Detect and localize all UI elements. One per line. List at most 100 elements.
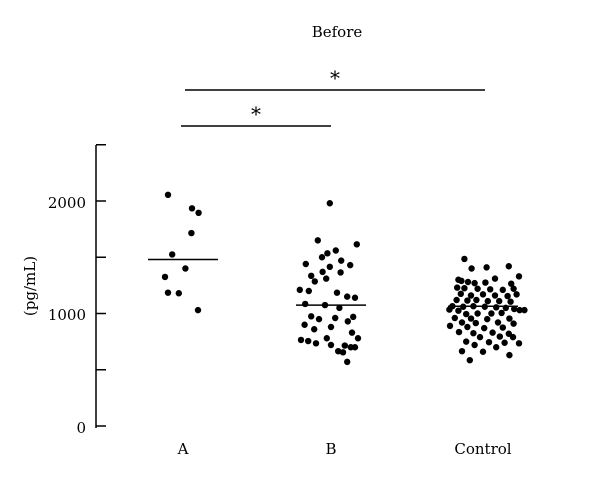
data-point-b-29 xyxy=(327,323,335,331)
data-point-control-70 xyxy=(458,347,466,355)
data-point-control-34 xyxy=(493,304,500,311)
data-point-b-31 xyxy=(348,329,356,336)
data-point-a-1 xyxy=(188,205,196,212)
data-point-control-67 xyxy=(515,340,523,347)
data-point-control-64 xyxy=(463,338,470,345)
data-point-control-15 xyxy=(487,286,494,293)
x-tick-label-b: B xyxy=(325,440,336,458)
data-point-b-14 xyxy=(311,278,318,285)
chart-title: Before xyxy=(312,23,363,41)
data-point-control-50 xyxy=(472,319,479,327)
data-point-a-5 xyxy=(182,265,189,272)
data-point-control-3 xyxy=(468,265,475,272)
data-point-b-28 xyxy=(301,321,308,328)
data-point-b-40 xyxy=(351,344,359,351)
data-point-b-12 xyxy=(308,272,315,280)
data-point-a-6 xyxy=(161,273,169,281)
data-point-control-2 xyxy=(505,263,512,270)
data-point-a-7 xyxy=(164,289,172,296)
data-point-b-20 xyxy=(302,300,309,308)
data-point-control-54 xyxy=(464,323,471,331)
data-point-b-30 xyxy=(311,326,318,333)
data-point-control-32 xyxy=(470,302,477,310)
data-point-control-1 xyxy=(483,264,490,271)
data-point-control-69 xyxy=(493,344,500,351)
data-point-control-25 xyxy=(464,297,471,304)
data-point-control-18 xyxy=(457,290,464,298)
data-point-control-17 xyxy=(510,285,517,292)
data-point-control-31 xyxy=(460,303,467,310)
data-point-b-22 xyxy=(336,304,343,312)
data-point-control-59 xyxy=(489,329,496,336)
data-point-control-48 xyxy=(506,315,513,322)
significance-star-a-b: * xyxy=(251,102,261,126)
data-point-control-42 xyxy=(474,310,481,317)
y-axis-label: (pg/mL) xyxy=(21,256,39,316)
data-point-b-8 xyxy=(347,261,354,269)
data-point-control-13 xyxy=(461,284,468,292)
y-tick-label-0: 0 xyxy=(76,419,86,437)
data-point-b-4 xyxy=(324,250,331,257)
data-point-control-24 xyxy=(453,296,460,304)
data-point-b-5 xyxy=(318,254,326,261)
data-point-control-71 xyxy=(479,348,487,355)
data-point-b-27 xyxy=(344,318,351,325)
data-point-control-55 xyxy=(481,324,488,332)
data-point-control-41 xyxy=(463,310,470,318)
data-point-control-39 xyxy=(516,306,523,314)
data-point-control-8 xyxy=(464,278,472,286)
data-point-control-35 xyxy=(502,304,509,312)
data-point-control-58 xyxy=(470,329,477,337)
data-point-b-10 xyxy=(319,268,326,276)
data-point-b-26 xyxy=(315,315,323,323)
data-point-control-53 xyxy=(446,322,454,330)
data-point-control-52 xyxy=(510,320,517,327)
data-point-b-43 xyxy=(344,358,351,366)
data-point-control-68 xyxy=(471,341,478,349)
data-point-b-7 xyxy=(302,260,309,268)
data-point-a-3 xyxy=(188,229,195,237)
data-point-control-57 xyxy=(455,328,463,336)
data-point-control-11 xyxy=(508,280,515,287)
data-point-control-14 xyxy=(474,285,481,292)
data-point-control-33 xyxy=(481,303,488,310)
data-point-b-13 xyxy=(323,275,330,282)
data-point-b-24 xyxy=(350,313,357,321)
data-point-control-23 xyxy=(513,291,520,298)
data-point-control-28 xyxy=(496,297,503,305)
y-axis: 0 1000 2000 xyxy=(48,144,106,437)
significance-star-a-control: * xyxy=(330,66,340,90)
data-point-b-21 xyxy=(321,301,329,309)
data-point-b-37 xyxy=(327,341,335,349)
data-point-control-16 xyxy=(499,286,506,294)
data-point-control-22 xyxy=(504,292,511,300)
data-point-control-40 xyxy=(521,306,528,314)
data-point-b-15 xyxy=(296,286,303,294)
data-point-control-20 xyxy=(479,291,487,298)
data-point-control-21 xyxy=(491,292,499,299)
data-point-control-51 xyxy=(494,319,502,326)
data-point-control-43 xyxy=(488,310,495,317)
data-point-b-34 xyxy=(297,336,305,344)
data-point-control-9 xyxy=(471,279,478,287)
data-point-b-18 xyxy=(344,293,351,300)
data-point-a-2 xyxy=(195,209,202,217)
data-point-control-46 xyxy=(467,315,475,322)
data-point-b-2 xyxy=(353,241,360,248)
data-point-control-7 xyxy=(458,277,465,285)
data-point-control-0 xyxy=(461,255,468,263)
data-point-control-66 xyxy=(501,339,508,346)
y-tick-label-1000: 1000 xyxy=(48,306,86,324)
data-point-control-56 xyxy=(499,324,506,331)
x-tick-label-control: Control xyxy=(454,440,511,458)
data-point-b-17 xyxy=(333,289,341,296)
data-point-b-35 xyxy=(305,337,312,345)
data-point-control-12 xyxy=(454,284,461,291)
data-point-control-29 xyxy=(507,298,514,305)
x-axis: A B Control xyxy=(177,440,512,458)
data-point-b-42 xyxy=(339,349,347,356)
data-point-b-23 xyxy=(308,313,315,320)
data-point-a-9 xyxy=(194,306,202,314)
data-point-b-1 xyxy=(314,237,321,244)
